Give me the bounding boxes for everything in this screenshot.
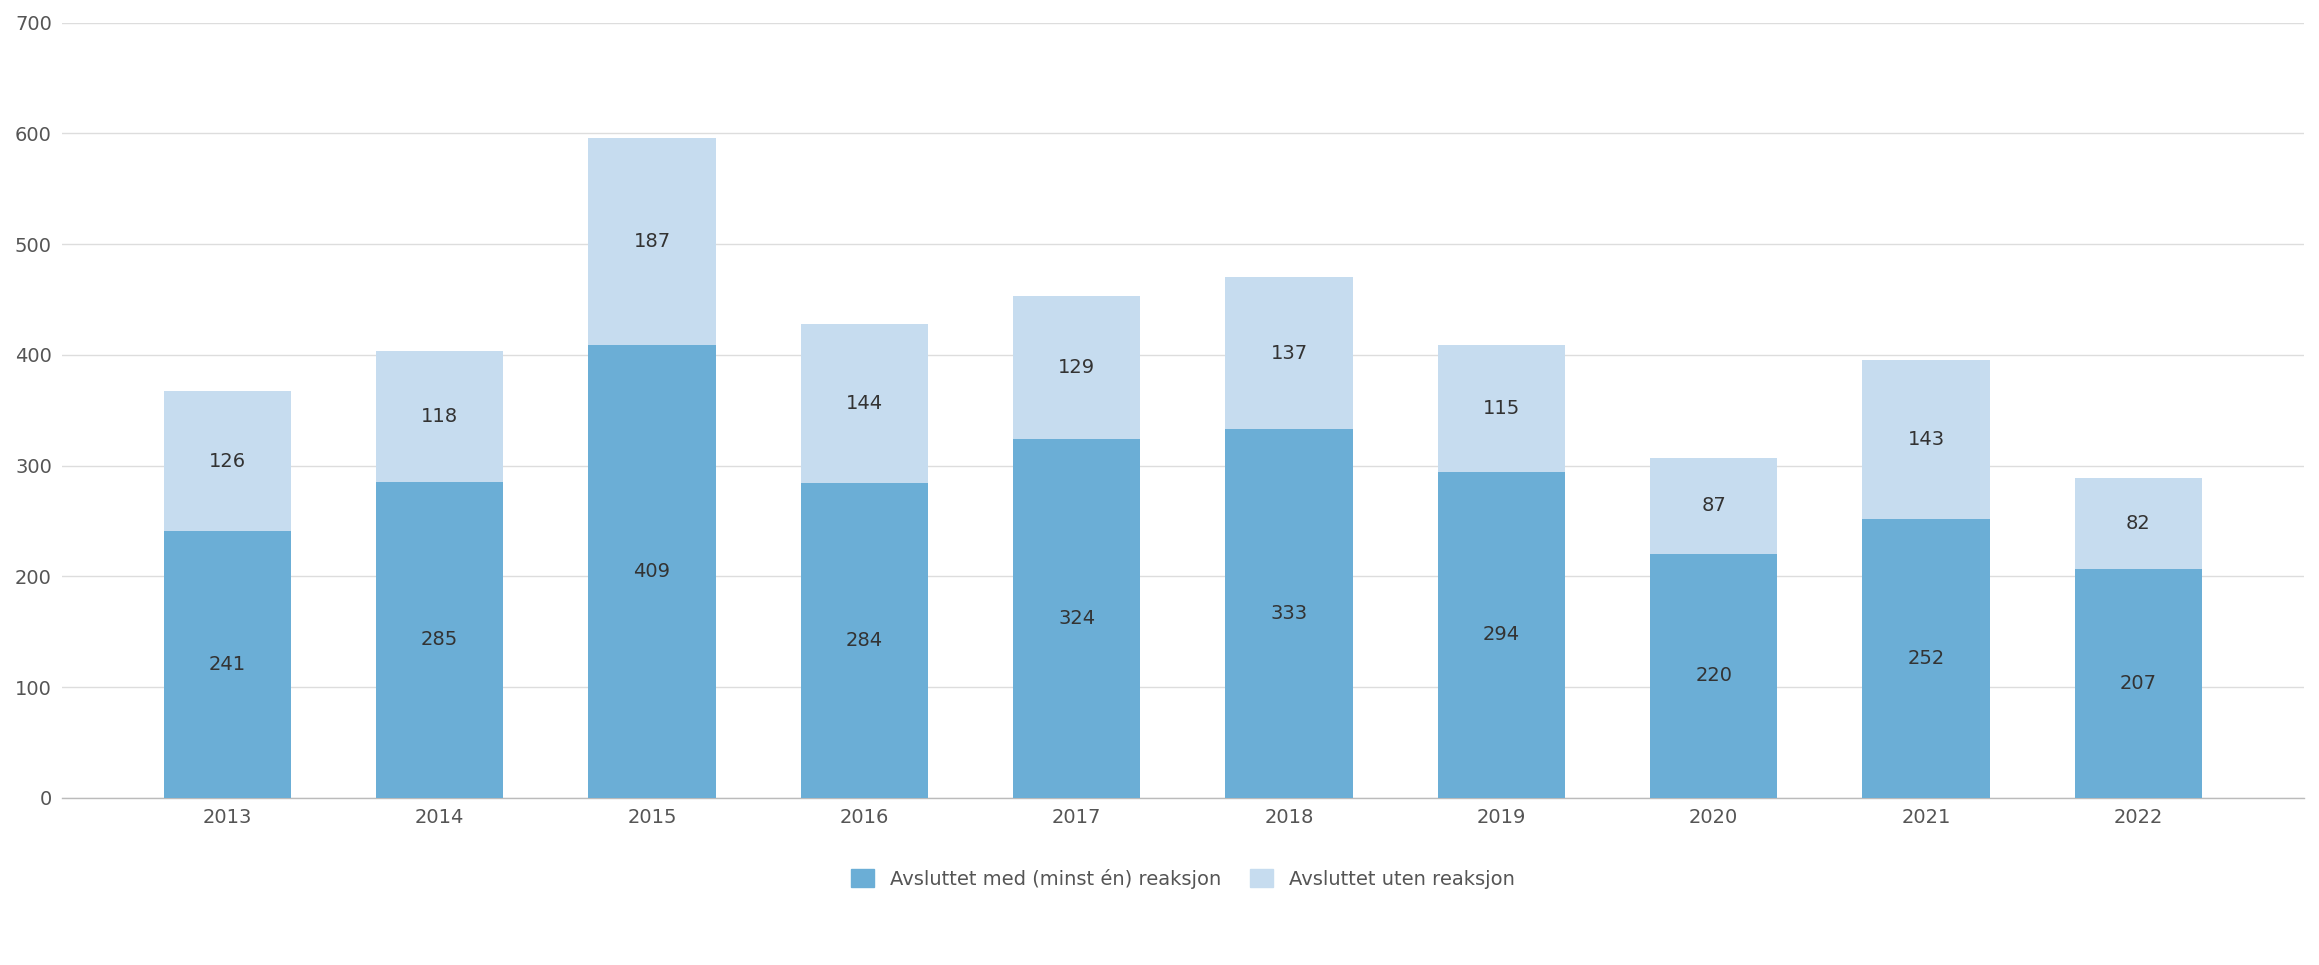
- Text: 87: 87: [1702, 496, 1725, 515]
- Text: 252: 252: [1909, 648, 1946, 668]
- Bar: [2076, 568, 2203, 798]
- Text: 137: 137: [1271, 344, 1308, 363]
- Text: 187: 187: [633, 232, 670, 251]
- Text: 143: 143: [1909, 430, 1946, 449]
- Bar: [2076, 478, 2203, 568]
- Text: 220: 220: [1695, 667, 1732, 685]
- Legend: Avsluttet med (minst én) reaksjon, Avsluttet uten reaksjon: Avsluttet med (minst én) reaksjon, Avslu…: [844, 861, 1524, 896]
- Text: 144: 144: [846, 394, 884, 413]
- Bar: [1224, 429, 1352, 798]
- Bar: [1651, 457, 1776, 554]
- Bar: [1862, 519, 1990, 798]
- Text: 409: 409: [633, 562, 670, 581]
- Text: 333: 333: [1271, 604, 1308, 622]
- Bar: [800, 483, 928, 798]
- Bar: [589, 138, 717, 345]
- Text: 241: 241: [209, 655, 246, 674]
- Bar: [1438, 472, 1565, 798]
- Bar: [1013, 296, 1141, 439]
- Bar: [165, 531, 292, 798]
- Bar: [1013, 439, 1141, 798]
- Bar: [800, 324, 928, 483]
- Text: 82: 82: [2127, 513, 2150, 533]
- Bar: [376, 482, 503, 798]
- Text: 115: 115: [1482, 399, 1519, 418]
- Text: 294: 294: [1482, 625, 1519, 645]
- Bar: [589, 345, 717, 798]
- Text: 324: 324: [1057, 609, 1095, 628]
- Bar: [376, 351, 503, 482]
- Bar: [1862, 360, 1990, 519]
- Bar: [1438, 345, 1565, 472]
- Text: 284: 284: [846, 631, 884, 650]
- Text: 285: 285: [422, 630, 459, 649]
- Text: 126: 126: [209, 452, 246, 471]
- Text: 118: 118: [422, 407, 459, 427]
- Bar: [1651, 554, 1776, 798]
- Bar: [165, 392, 292, 531]
- Text: 207: 207: [2120, 674, 2157, 693]
- Bar: [1224, 277, 1352, 429]
- Text: 129: 129: [1057, 358, 1095, 377]
